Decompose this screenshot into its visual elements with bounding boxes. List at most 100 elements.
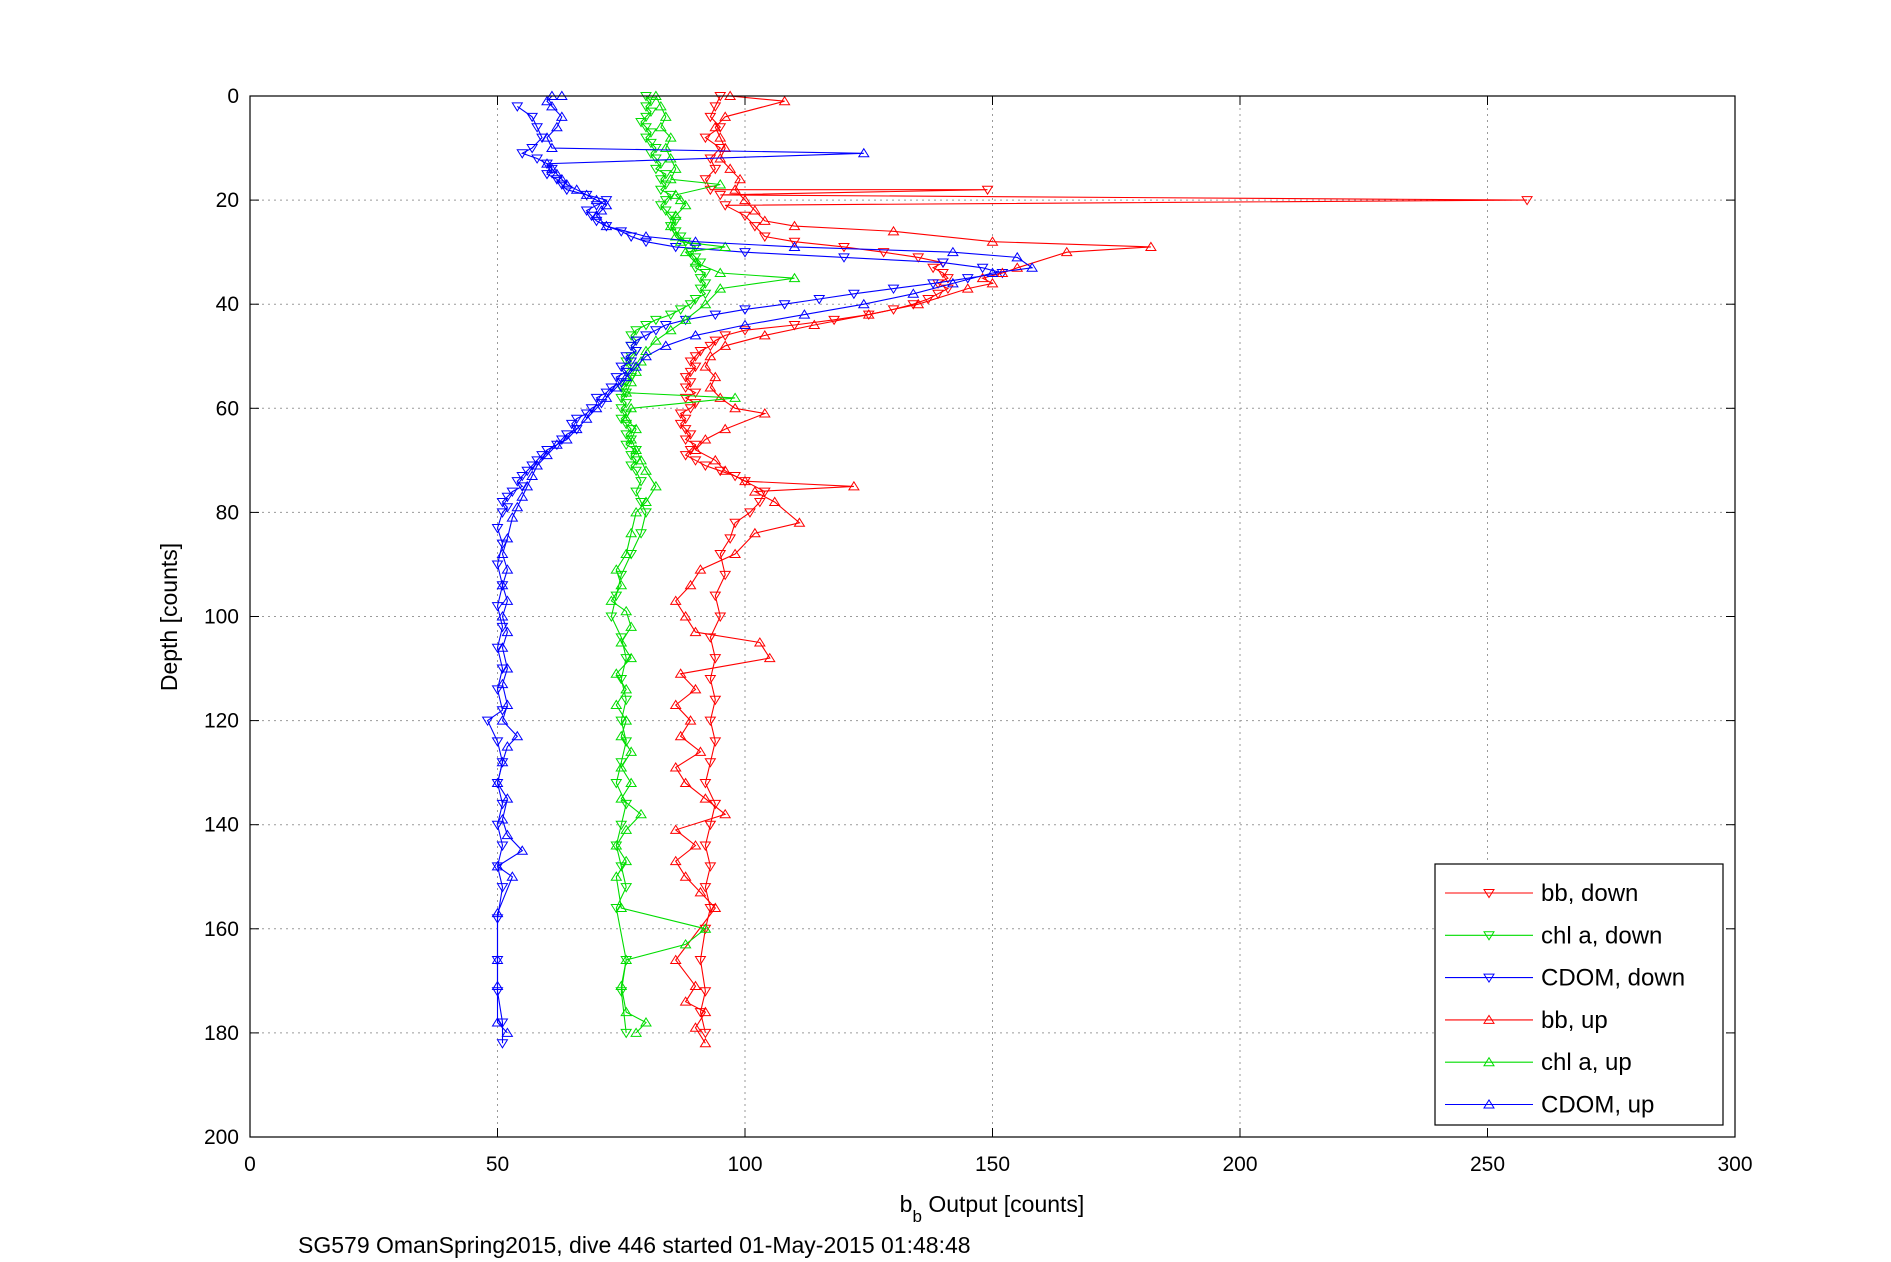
data-point-bb-down-27 — [932, 289, 944, 300]
data-point-bb-up-58 — [1060, 246, 1073, 257]
data-point-cdom-down-66 — [521, 466, 534, 477]
data-point-chl-a-down-92 — [610, 841, 623, 851]
data-point-cdom-up-17 — [496, 678, 509, 689]
data-point-bb-up-27 — [684, 579, 697, 590]
data-point-bb-up-67 — [734, 173, 746, 184]
legend-item-cdom-up: CDOM, up — [1445, 1092, 1654, 1119]
data-point-bb-down-71 — [709, 591, 722, 602]
data-point-chl-a-down-70 — [630, 456, 643, 466]
data-point-chl-a-down-35 — [694, 274, 707, 284]
data-point-bb-down-36 — [709, 336, 722, 347]
data-point-chl-a-down-1 — [645, 97, 657, 107]
data-point-cdom-up-56 — [689, 236, 702, 246]
data-point-cdom-down-38 — [659, 321, 672, 331]
data-point-cdom-up-57 — [640, 231, 652, 241]
data-point-cdom-up-61 — [600, 199, 613, 210]
data-point-cdom-up-39 — [600, 392, 613, 402]
y-tick-label-140: 140 — [204, 814, 239, 837]
data-point-bb-up-28 — [694, 564, 707, 574]
data-point-chl-a-up-39 — [620, 413, 633, 423]
data-point-cdom-down-49 — [615, 378, 628, 388]
data-point-bb-down-49 — [684, 404, 697, 414]
data-point-bb-up-10 — [689, 840, 702, 850]
data-point-cdom-up-73 — [550, 121, 563, 132]
data-point-cdom-up-11 — [491, 777, 504, 788]
data-point-bb-down-74 — [709, 654, 722, 664]
data-point-bb-up-3 — [679, 996, 692, 1006]
data-point-cdom-down-40 — [640, 331, 652, 341]
data-point-chl-a-down-2 — [640, 102, 652, 112]
data-point-bb-up-19 — [669, 699, 682, 709]
data-point-bb-up-45 — [709, 371, 722, 382]
data-point-chl-a-down-9 — [645, 138, 657, 149]
data-point-bb-up-2 — [699, 1006, 712, 1017]
data-point-chl-a-up-21 — [610, 668, 623, 678]
data-point-bb-down-91 — [699, 1028, 712, 1039]
data-point-chl-a-up-15 — [615, 762, 628, 772]
data-point-chl-a-down-75 — [635, 497, 647, 508]
data-point-bb-up-65 — [739, 194, 751, 205]
data-point-bb-down-89 — [699, 987, 712, 997]
data-point-cdom-up-25 — [496, 548, 509, 559]
data-point-cdom-up-15 — [496, 715, 509, 725]
data-point-bb-up-53 — [961, 283, 974, 293]
data-point-chl-a-up-49 — [679, 314, 692, 324]
data-point-cdom-down-51 — [600, 388, 613, 399]
data-point-cdom-up-33 — [541, 449, 553, 460]
data-point-bb-down-78 — [709, 737, 722, 747]
data-point-cdom-up-3 — [491, 954, 504, 965]
data-point-cdom-up-37 — [580, 413, 593, 423]
data-point-cdom-down-2 — [531, 123, 544, 133]
data-point-bb-down-67 — [729, 518, 742, 529]
series-line-bb-up — [674, 95, 1151, 1044]
data-point-bb-up-7 — [694, 886, 707, 897]
data-point-bb-up-55 — [976, 272, 989, 283]
data-point-chl-a-up-47 — [649, 335, 662, 345]
data-point-chl-a-up-60 — [669, 210, 682, 220]
data-point-chl-a-down-38 — [699, 289, 712, 300]
data-point-cdom-down-47 — [620, 367, 633, 378]
data-point-bb-up-23 — [753, 637, 766, 647]
data-point-chl-a-up-66 — [669, 163, 682, 173]
data-point-bb-up-9 — [669, 855, 682, 866]
data-point-bb-up-11 — [669, 824, 682, 834]
data-point-chl-a-up-46 — [640, 345, 652, 356]
data-point-chl-a-up-50 — [699, 298, 712, 309]
data-point-bb-down-5 — [714, 144, 727, 154]
data-point-cdom-up-6 — [491, 860, 504, 871]
data-point-cdom-up-68 — [546, 163, 558, 173]
data-point-cdom-up-22 — [501, 595, 514, 605]
y-tick-label-180: 180 — [204, 1022, 239, 1045]
data-point-chl-a-down-79 — [615, 570, 628, 581]
data-point-chl-a-down-59 — [620, 399, 633, 409]
data-point-chl-a-up-72 — [654, 100, 667, 111]
x-tick-label-200: 200 — [1222, 1153, 1257, 1176]
data-point-cdom-up-48 — [857, 298, 870, 309]
data-point-cdom-down-62 — [541, 445, 553, 456]
data-point-chl-a-up-38 — [630, 423, 643, 434]
data-point-cdom-down-69 — [516, 482, 529, 492]
data-point-bb-down-16 — [758, 232, 771, 242]
data-point-cdom-down-31 — [887, 284, 900, 295]
data-point-cdom-down-24 — [739, 248, 751, 258]
data-point-bb-up-68 — [724, 163, 737, 173]
data-point-cdom-down-11 — [555, 180, 568, 190]
data-point-bb-up-62 — [788, 220, 801, 231]
data-point-chl-a-up-37 — [625, 434, 638, 444]
data-point-chl-a-down-81 — [605, 612, 618, 622]
data-point-cdom-down-88 — [491, 779, 504, 789]
data-point-chl-a-down-37 — [694, 284, 707, 295]
data-point-chl-a-down-12 — [649, 154, 662, 164]
data-point-bb-down-50 — [674, 409, 687, 419]
data-point-cdom-down-26 — [937, 258, 949, 269]
data-point-chl-a-down-84 — [615, 674, 628, 685]
data-point-cdom-down-60 — [555, 435, 568, 445]
data-point-bb-up-36 — [719, 465, 732, 475]
data-point-cdom-down-84 — [496, 706, 509, 716]
x-tick-label-0: 0 — [244, 1153, 256, 1176]
data-point-bb-down-83 — [699, 841, 712, 851]
data-point-bb-down-53 — [679, 425, 692, 435]
data-point-chl-a-up-42 — [620, 387, 633, 397]
legend-box — [1434, 863, 1724, 1126]
data-point-bb-up-13 — [699, 793, 712, 803]
